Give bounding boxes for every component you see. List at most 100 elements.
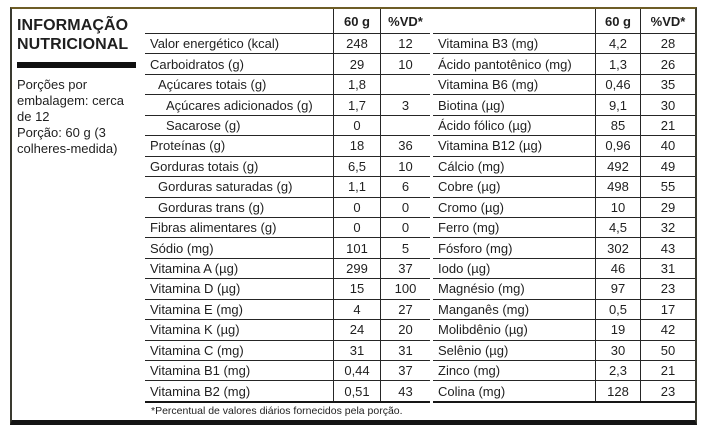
amount-value: 0,51 (333, 381, 380, 401)
daily-values-footnote: *Percentual de valores diários fornecido… (151, 405, 403, 417)
table-row: Biotina (µg) 9,1 30 (433, 95, 695, 116)
dv-value: 31 (640, 258, 695, 279)
nutrition-table-left: 60 g %VD* Valor energético (kcal) 248 12 Ca… (145, 9, 430, 403)
dv-value: 35 (640, 74, 695, 95)
amount-value: 101 (333, 238, 380, 258)
dv-value: 100 (380, 279, 430, 299)
column-header-amount: 60 g (595, 9, 640, 33)
table-row: Molibdênio (µg) 19 42 (433, 320, 695, 341)
dv-value: 26 (640, 54, 695, 74)
table-row: Fibras alimentares (g) 0 0 (145, 217, 430, 239)
dv-value: 28 (640, 34, 695, 54)
amount-value: 9,1 (595, 95, 640, 115)
nutrient-label: Iodo (µg) (438, 261, 491, 277)
table-row: Sacarose (g) 0 (145, 115, 430, 137)
table-row: Vitamina B2 (mg) 0,51 43 (145, 381, 430, 403)
dv-value: 10 (380, 54, 430, 74)
table-row: Iodo (µg) 46 31 (433, 258, 695, 280)
table-row: Vitamina A (µg) 299 37 (145, 258, 430, 280)
amount-value: 24 (333, 320, 380, 340)
table-row: Vitamina B12 (µg) 0,96 40 (433, 136, 695, 157)
dv-value: 20 (380, 320, 430, 340)
table-row: Gorduras totais (g) 6,5 10 (145, 156, 430, 178)
nutrient-label: Vitamina B3 (mg) (438, 36, 539, 52)
dv-value: 29 (640, 197, 695, 217)
servings-per-package-text: Porções por embalagem: cerca de 12 (17, 76, 124, 124)
table-row: Zinco (mg) 2,3 21 (433, 361, 695, 382)
amount-value: 10 (595, 197, 640, 217)
nutrient-label: Ferro (mg) (438, 220, 500, 236)
amount-value: 2,3 (595, 361, 640, 381)
amount-value: 1,1 (333, 177, 380, 197)
nutrient-label: Colina (mg) (438, 383, 506, 399)
amount-value: 31 (333, 340, 380, 360)
dv-value: 12 (380, 34, 430, 54)
table-row: Manganês (mg) 0,5 17 (433, 299, 695, 321)
nutrient-label: Cobre (µg) (438, 179, 501, 195)
dv-value: 55 (640, 177, 695, 197)
nutrient-label: Fósforo (mg) (438, 240, 513, 256)
nutrient-label: Magnésio (mg) (438, 281, 525, 297)
amount-value: 302 (595, 238, 640, 258)
table-row: Cobre (µg) 498 55 (433, 177, 695, 198)
nutrient-label: Vitamina C (mg) (150, 342, 244, 358)
column-header-amount: 60 g (333, 9, 380, 33)
dv-value: 43 (380, 381, 430, 401)
dv-value: 10 (380, 156, 430, 177)
nutrient-label: Vitamina D (µg) (150, 281, 241, 297)
amount-value: 85 (595, 115, 640, 136)
amount-value: 0,5 (595, 299, 640, 320)
nutrient-label: Valor energético (kcal) (150, 36, 280, 52)
amount-value: 30 (595, 340, 640, 360)
amount-value: 1,3 (595, 54, 640, 74)
nutrient-label: Cálcio (mg) (438, 158, 505, 174)
amount-value: 4,5 (595, 217, 640, 238)
amount-value: 0,46 (595, 74, 640, 95)
amount-value: 15 (333, 279, 380, 299)
amount-value: 0 (333, 197, 380, 217)
dv-value: 30 (640, 95, 695, 115)
label-title: INFORMAÇÃO NUTRICIONAL (17, 17, 140, 55)
nutrient-label: Vitamina B6 (mg) (438, 77, 539, 93)
table-row: Cromo (µg) 10 29 (433, 197, 695, 218)
table-row: Vitamina E (mg) 4 27 (145, 299, 430, 321)
amount-value: 19 (595, 320, 640, 340)
nutrient-label: Sódio (mg) (150, 240, 214, 256)
table-row: Gorduras saturadas (g) 1,1 6 (145, 177, 430, 198)
amount-value: 0 (333, 115, 380, 136)
table-row: Vitamina B3 (mg) 4,2 28 (433, 34, 695, 55)
dv-value: 37 (380, 361, 430, 381)
amount-value: 492 (595, 156, 640, 177)
table-row: Açúcares adicionados (g) 1,7 3 (145, 95, 430, 116)
table-row: Ácido pantotênico (mg) 1,3 26 (433, 54, 695, 75)
dv-value: 31 (380, 340, 430, 360)
dv-value: 49 (640, 156, 695, 177)
amount-value: 128 (595, 381, 640, 401)
amount-value: 498 (595, 177, 640, 197)
table-row: Sódio (mg) 101 5 (145, 238, 430, 259)
nutrient-label: Açúcares adicionados (g) (166, 97, 313, 113)
table-row: Selênio (µg) 30 50 (433, 340, 695, 361)
table-row: Colina (mg) 128 23 (433, 381, 695, 403)
amount-value: 97 (595, 279, 640, 299)
table-row: Magnésio (mg) 97 23 (433, 279, 695, 300)
amount-value: 299 (333, 258, 380, 279)
nutrient-label: Vitamina B2 (mg) (150, 383, 251, 399)
nutrient-label: Molibdênio (µg) (438, 322, 528, 338)
nutrient-label: Fibras alimentares (g) (150, 220, 277, 236)
table-row: Vitamina K (µg) 24 20 (145, 320, 430, 341)
table-header-row: 60 g %VD* (145, 9, 430, 34)
nutrition-table-right: 60 g %VD* Vitamina B3 (mg) 4,2 28 Ácido pan… (433, 9, 695, 403)
nutrient-label: Gorduras trans (g) (158, 199, 265, 215)
table-header-row: 60 g %VD* (433, 9, 695, 34)
dv-value: 42 (640, 320, 695, 340)
dv-value: 32 (640, 217, 695, 238)
dv-value: 5 (380, 238, 430, 258)
nutrient-label: Selênio (µg) (438, 342, 509, 358)
dv-value: 0 (380, 217, 430, 238)
dv-value (380, 74, 430, 95)
nutrient-label: Ácido pantotênico (mg) (438, 56, 572, 72)
portion-size-text: Porção: 60 g (3 colheres-medida) (17, 125, 118, 157)
dv-value: 21 (640, 115, 695, 136)
table-row: Ferro (mg) 4,5 32 (433, 217, 695, 239)
